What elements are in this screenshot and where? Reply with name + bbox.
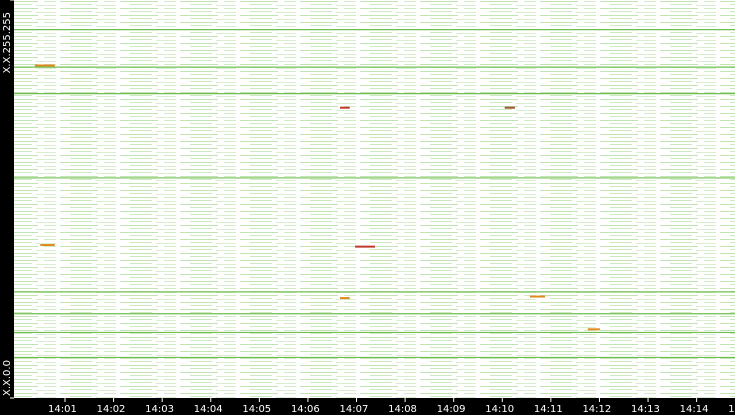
x-tick-label: 14:12 xyxy=(582,404,611,415)
x-tick-label: 14:08 xyxy=(388,404,417,415)
x-tick-label: 14:03 xyxy=(145,404,174,415)
x-tick-label: 14:04 xyxy=(194,404,223,415)
y-tick-label: X.X.255.255 xyxy=(2,12,13,73)
x-tick-label: 14:09 xyxy=(437,404,466,415)
x-tick-label: 14:13 xyxy=(631,404,660,415)
y-tick-label: X.X.0.0 xyxy=(2,360,13,396)
x-tick-label: 14:07 xyxy=(340,404,369,415)
x-tick-label: 14:05 xyxy=(242,404,271,415)
scan-texture xyxy=(14,0,735,398)
x-tick-label: 14:01 xyxy=(48,404,77,415)
x-tick-label: 14:11 xyxy=(534,404,563,415)
x-axis-bar xyxy=(0,398,735,415)
x-tick-label: 14:14 xyxy=(680,404,709,415)
x-tick-label: 14 xyxy=(728,404,735,415)
y-axis-bar xyxy=(0,0,14,415)
x-tick-label: 14:06 xyxy=(291,404,320,415)
x-tick-label: 14:02 xyxy=(97,404,126,415)
x-tick-label: 14:10 xyxy=(485,404,514,415)
